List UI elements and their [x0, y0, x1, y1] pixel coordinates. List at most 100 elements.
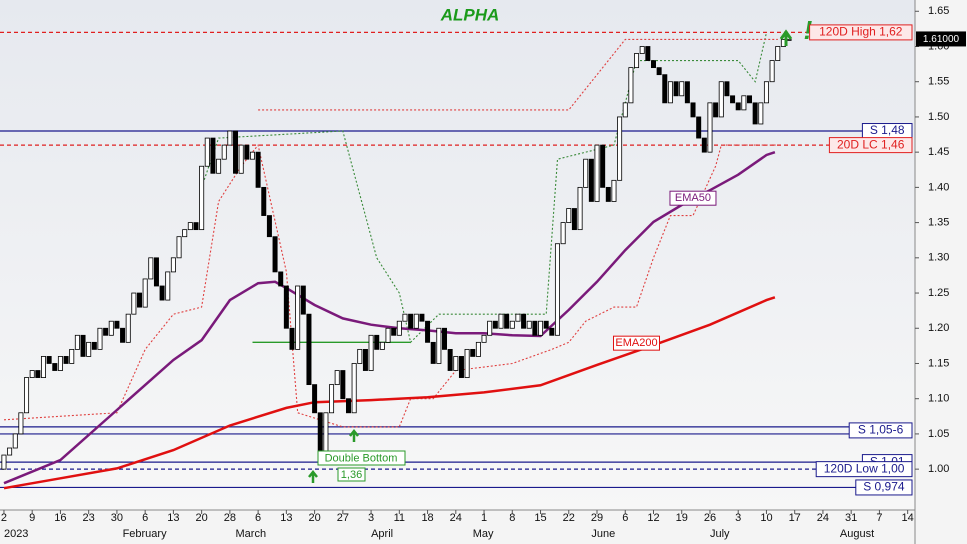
month-label: June: [591, 528, 615, 540]
candle: [391, 327, 397, 336]
candle: [594, 144, 600, 202]
candle: [583, 158, 589, 188]
annotation: !: [804, 15, 813, 45]
x-tick-label: 14: [902, 512, 914, 524]
candle: [526, 320, 532, 329]
month-label: May: [473, 528, 494, 540]
x-tick-label: 2: [1, 512, 7, 524]
candle: [12, 433, 18, 449]
x-tick-label: 29: [591, 512, 603, 524]
candle: [763, 81, 769, 104]
candle: [266, 215, 272, 238]
candle: [470, 348, 476, 357]
candle: [747, 95, 753, 104]
y-tick-label: 1.45: [928, 146, 949, 158]
level-label: S 0,974: [863, 480, 905, 494]
x-tick-label: 8: [509, 512, 515, 524]
candle: [120, 327, 126, 343]
x-tick-label: 9: [29, 512, 35, 524]
y-tick-label: 1.55: [928, 76, 949, 88]
x-tick-label: 26: [704, 512, 716, 524]
month-label: July: [710, 528, 730, 540]
candle: [306, 313, 312, 386]
candle: [317, 412, 323, 456]
candle: [464, 348, 470, 378]
candle: [244, 144, 250, 160]
level-box: [828, 137, 913, 154]
candle: [667, 81, 673, 104]
candle: [210, 137, 216, 174]
month-label: April: [371, 528, 393, 540]
annotation: Double Bottom: [325, 452, 398, 464]
candle: [577, 186, 583, 231]
y-tick-label: 1.20: [928, 322, 949, 334]
price-tag: [916, 31, 966, 47]
candle: [148, 257, 154, 280]
x-tick-label: 31: [845, 512, 857, 524]
x-tick-label: 20: [196, 512, 208, 524]
candle: [187, 222, 193, 231]
candle: [345, 398, 351, 414]
candle: [153, 257, 159, 287]
candle: [481, 334, 487, 343]
x-tick-label: 10: [760, 512, 772, 524]
candle: [379, 341, 385, 350]
candle: [97, 327, 103, 350]
x-tick-label: 20: [308, 512, 320, 524]
candle: [741, 95, 747, 111]
candle: [758, 102, 764, 125]
candle: [159, 285, 165, 301]
candle: [329, 384, 335, 414]
x-tick-label: 11: [394, 512, 405, 524]
x-tick-label: 24: [450, 512, 462, 524]
x-tick-label: 13: [280, 512, 292, 524]
level-box: [855, 479, 913, 496]
candle: [18, 412, 24, 435]
candle: [340, 370, 346, 400]
candle: [357, 348, 363, 364]
candle: [249, 151, 255, 160]
x-tick-label: 30: [111, 512, 123, 524]
dotted-line: [201, 32, 768, 344]
y-tick-label: 1.40: [928, 181, 949, 193]
level-box: [809, 24, 913, 41]
month-label: March: [236, 528, 267, 540]
candle: [442, 327, 448, 350]
candle: [334, 370, 340, 386]
candle: [600, 144, 606, 188]
candle: [24, 377, 30, 414]
candle: [272, 236, 278, 273]
candle: [233, 130, 239, 174]
annotation-box: [337, 467, 366, 482]
series-label: EMA200: [615, 337, 657, 349]
x-tick-label: 6: [622, 512, 628, 524]
candle: [532, 320, 538, 336]
candle: [718, 81, 724, 118]
candle: [278, 271, 284, 287]
arrow: [308, 469, 318, 483]
candle: [261, 186, 267, 216]
candle: [142, 278, 148, 308]
candle: [57, 356, 63, 371]
candle: [7, 447, 13, 456]
candle: [538, 320, 544, 336]
candle: [385, 327, 391, 343]
candle: [204, 137, 210, 167]
month-label: 2023: [4, 528, 28, 540]
x-tick-label: 17: [789, 512, 801, 524]
candle: [283, 285, 289, 329]
candle: [125, 313, 131, 343]
candle: [413, 313, 419, 329]
level-label: 20D LC 1,46: [837, 137, 905, 151]
candle: [696, 116, 702, 139]
candle: [35, 370, 41, 378]
dotted-line: [3, 143, 778, 428]
candle: [165, 271, 171, 301]
candle: [40, 356, 46, 378]
dotted-line: [258, 38, 778, 111]
chart-title: ALPHA: [440, 5, 500, 24]
y-tick-label: 1.15: [928, 357, 949, 369]
candle: [673, 81, 679, 97]
candle: [182, 229, 188, 238]
